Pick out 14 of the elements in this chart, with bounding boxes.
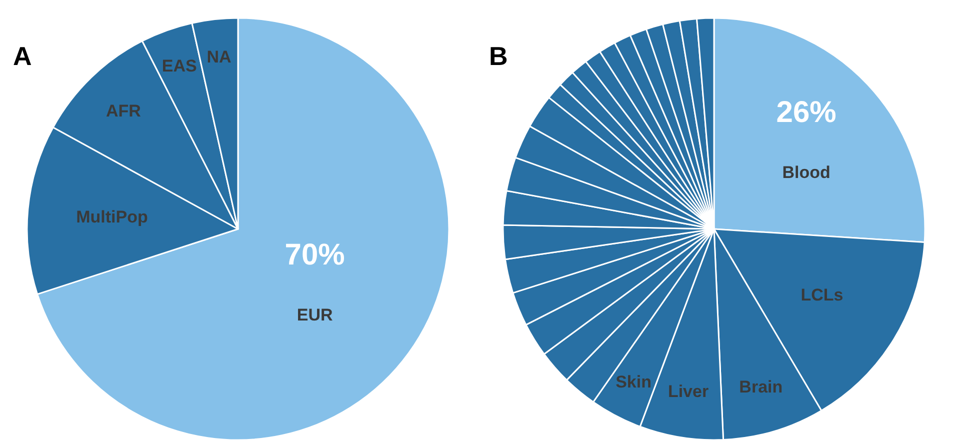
- slice-label: NA: [206, 48, 232, 67]
- slice-label: EAS: [162, 56, 197, 76]
- text: A: [13, 41, 32, 71]
- slice-label: Brain: [739, 377, 783, 396]
- slice-label: Skin: [616, 372, 652, 392]
- slice-label: Blood: [782, 162, 830, 182]
- data-label: 26%: [776, 96, 836, 129]
- slice-label: EUR: [296, 305, 333, 324]
- slice-label: LCLs: [800, 286, 844, 305]
- slice-label: MultiPop: [76, 208, 148, 227]
- data-label: 70%: [284, 238, 345, 272]
- slice-label: AFR: [106, 101, 141, 120]
- text: B: [489, 41, 508, 71]
- slice-label: Liver: [668, 382, 709, 402]
